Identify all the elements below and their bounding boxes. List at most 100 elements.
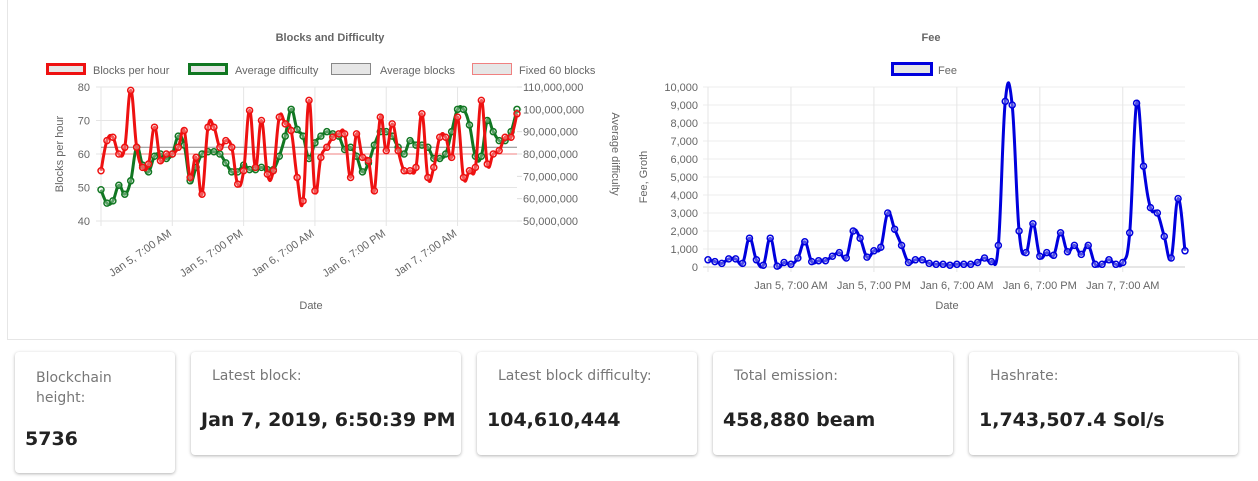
data-point-blocks-per-hour <box>263 170 272 178</box>
data-point-blocks-per-hour <box>329 133 337 141</box>
data-point-blocks-per-hour <box>412 163 420 172</box>
data-point-fee <box>897 241 906 250</box>
data-point-blocks-per-hour <box>340 130 349 138</box>
data-point-average-difficulty <box>453 105 462 114</box>
data-point-blocks-per-hour <box>138 163 147 172</box>
data-point-blocks-per-hour <box>459 173 468 182</box>
legend-swatch <box>331 63 371 75</box>
x-tick-label: Jan 7, 7:00 AM <box>1086 280 1159 292</box>
data-point-fee <box>1091 260 1099 269</box>
data-point-average-difficulty <box>257 163 266 172</box>
y-tick-label: 0 <box>692 262 698 274</box>
data-point-blocks-per-hour <box>281 120 289 128</box>
data-point-fee <box>1105 256 1113 264</box>
data-point-fee <box>1029 220 1037 228</box>
data-point-blocks-per-hour <box>465 167 474 175</box>
data-point-fee <box>1181 247 1189 255</box>
card-value: 104,610,444 <box>487 409 621 431</box>
data-point-fee <box>718 259 726 268</box>
data-point-fee <box>980 254 989 262</box>
data-point-blocks-per-hour <box>168 150 177 158</box>
charts-panel <box>7 0 1258 340</box>
data-point-blocks-per-hour <box>346 173 355 182</box>
data-point-blocks-per-hour <box>501 133 509 141</box>
legend-swatch <box>188 63 228 75</box>
data-point-fee <box>1008 101 1016 109</box>
data-point-fee <box>870 247 878 255</box>
data-point-blocks-per-hour <box>441 133 450 141</box>
data-point-average-difficulty <box>109 197 117 205</box>
data-point-fee <box>738 259 747 268</box>
data-point-fee <box>966 260 975 269</box>
data-point-blocks-per-hour <box>204 123 212 131</box>
data-point-fee <box>1125 229 1134 237</box>
y-tick-label: 7,000 <box>670 136 698 148</box>
data-point-blocks-per-hour <box>216 143 224 152</box>
data-point-blocks-per-hour <box>406 167 414 175</box>
x-tick-label: Jan 5, 7:00 PM <box>837 280 911 292</box>
data-point-fee <box>1001 97 1010 106</box>
data-point-blocks-per-hour <box>245 106 254 115</box>
data-point-blocks-per-hour <box>430 163 438 172</box>
data-point-fee <box>759 261 768 269</box>
series-line-blocks-per-hour <box>99 88 519 208</box>
data-point-fee <box>849 227 857 235</box>
card-label: Blockchain height: <box>36 370 112 406</box>
data-point-average-difficulty <box>400 150 408 158</box>
y2-axis-title: Average difficulty <box>609 112 621 196</box>
data-point-blocks-per-hour <box>251 163 260 172</box>
y2-tick-label: 110,000,000 <box>523 82 583 94</box>
data-point-blocks-per-hour <box>109 133 117 141</box>
data-point-average-difficulty <box>459 105 468 114</box>
data-point-fee <box>704 256 712 264</box>
data-point-blocks-per-hour <box>376 113 385 121</box>
data-point-blocks-per-hour <box>150 123 159 131</box>
card-label: Hashrate: <box>990 368 1059 384</box>
card-label: Total emission: <box>734 368 838 384</box>
data-point-blocks-per-hour <box>227 143 236 152</box>
data-point-fee <box>794 254 802 262</box>
data-point-blocks-per-hour <box>198 190 206 198</box>
data-point-fee <box>1153 209 1162 217</box>
data-point-fee <box>814 256 823 265</box>
data-point-blocks-per-hour <box>471 163 480 172</box>
data-point-fee <box>883 209 892 217</box>
y2-tick-label: 50,000,000 <box>523 216 578 228</box>
data-point-fee <box>801 238 809 246</box>
data-point-blocks-per-hour <box>103 136 111 145</box>
data-point-blocks-per-hour <box>192 153 200 162</box>
data-point-blocks-per-hour <box>287 126 295 135</box>
data-point-blocks-per-hour <box>323 143 331 152</box>
data-point-fee <box>1146 203 1155 212</box>
data-point-blocks-per-hour <box>186 173 194 182</box>
data-point-fee <box>1077 250 1086 259</box>
data-point-blocks-per-hour <box>334 130 343 138</box>
chart-title: Blocks and Difficulty <box>276 32 386 44</box>
x-tick-label: Jan 6, 7:00 PM <box>1003 280 1077 292</box>
data-point-fee <box>1112 260 1120 269</box>
data-point-blocks-per-hour <box>121 143 129 152</box>
data-point-fee <box>1160 232 1169 241</box>
data-point-fee <box>1036 252 1044 260</box>
data-point-average-difficulty <box>358 168 367 176</box>
data-point-fee <box>863 253 871 261</box>
data-point-blocks-per-hour <box>257 116 266 125</box>
y-axis-title: Fee, Groth <box>638 151 650 204</box>
data-point-fee <box>724 255 733 263</box>
data-point-fee <box>1056 229 1065 237</box>
x-tick-label: Jan 6, 7:00 AM <box>920 280 993 292</box>
data-point-fee <box>842 254 851 262</box>
data-point-blocks-per-hour <box>222 136 230 145</box>
data-point-fee <box>835 248 844 257</box>
data-point-average-difficulty <box>346 143 355 152</box>
data-point-fee <box>1098 260 1106 269</box>
data-point-blocks-per-hour <box>126 86 135 95</box>
x-tick-label: Jan 5, 7:00 AM <box>107 228 174 280</box>
data-point-blocks-per-hour <box>400 167 408 175</box>
y-tick-label: 2,000 <box>670 226 698 238</box>
data-point-blocks-per-hour <box>483 160 492 168</box>
legend-label: Average difficulty <box>235 65 319 77</box>
data-point-fee <box>752 256 761 264</box>
charts-svg: Blocks and Difficulty 80 70 60 50 40 110,000,0… <box>46 32 1189 312</box>
data-point-blocks-per-hour <box>293 173 301 182</box>
